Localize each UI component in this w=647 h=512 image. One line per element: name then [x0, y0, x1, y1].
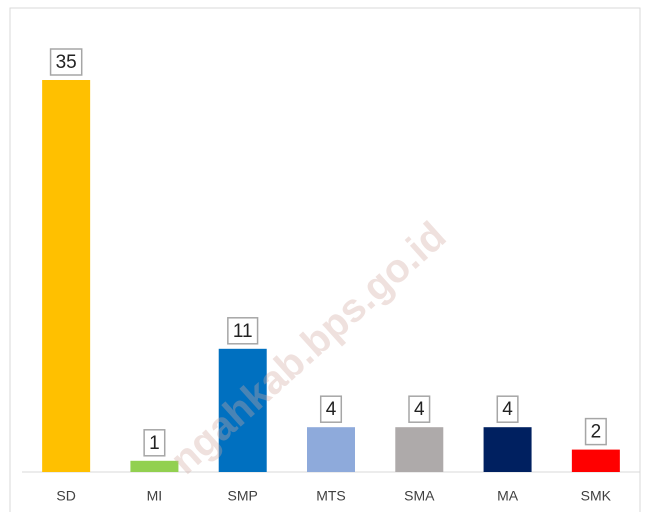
- x-tick-label: MA: [497, 488, 519, 504]
- value-label: 4: [414, 399, 425, 420]
- value-label-box: [49, 48, 83, 76]
- value-label: 11: [233, 321, 253, 342]
- value-label-box: [496, 395, 519, 423]
- bar: [42, 80, 91, 472]
- bar: [218, 348, 267, 472]
- value-label-box: [227, 317, 259, 345]
- x-tick-label: SMA: [404, 488, 435, 504]
- value-label-box: [143, 429, 166, 457]
- value-label: 1: [149, 433, 160, 454]
- x-tick-label: MTS: [316, 488, 346, 504]
- value-label: 35: [56, 52, 77, 73]
- bar: [395, 427, 444, 472]
- bar: [483, 427, 532, 472]
- x-tick-label: MI: [147, 488, 163, 504]
- x-tick-label: SMP: [228, 488, 258, 504]
- x-tick-label: SD: [56, 488, 75, 504]
- value-label-box: [584, 417, 607, 446]
- value-label: 4: [502, 399, 513, 420]
- value-label: 2: [591, 422, 602, 443]
- value-label-box: [408, 395, 431, 423]
- value-label-box: [319, 395, 343, 423]
- value-label: 4: [326, 399, 337, 420]
- bar: [130, 460, 179, 472]
- bar: [571, 449, 620, 472]
- x-tick-label: SMK: [581, 488, 612, 504]
- bar: [307, 427, 355, 472]
